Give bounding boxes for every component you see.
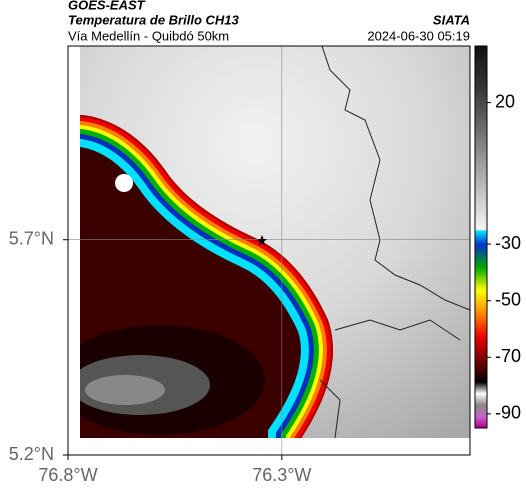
colorbar-tick-label: -70 <box>495 346 521 366</box>
x-tick-label: 76.8°W <box>38 465 97 485</box>
colorbar-tick-label: -90 <box>495 403 521 423</box>
y-tick-label: 5.7°N <box>9 228 54 248</box>
map-frame <box>67 45 471 456</box>
route: Vía Medellín - Quibdó 50km <box>68 28 229 43</box>
colorbar-tick-label: 20 <box>495 91 515 111</box>
location-marker <box>257 235 267 245</box>
colorbar-tick-label: -30 <box>495 233 521 253</box>
colorbar-tick-label: -50 <box>495 289 521 309</box>
timestamp: 2024-06-30 05:19 <box>367 28 470 43</box>
title: Temperatura de Brillo CH13 <box>68 12 240 27</box>
org: SIATA <box>433 12 470 27</box>
header: GOES-EAST Temperatura de Brillo CH13 SIA… <box>68 0 470 43</box>
source: GOES-EAST <box>68 0 146 12</box>
satellite-image <box>80 46 470 438</box>
y-tick-label: 5.2°N <box>9 444 54 464</box>
x-tick-label: 76.3°W <box>252 465 311 485</box>
colorbar <box>474 45 488 429</box>
